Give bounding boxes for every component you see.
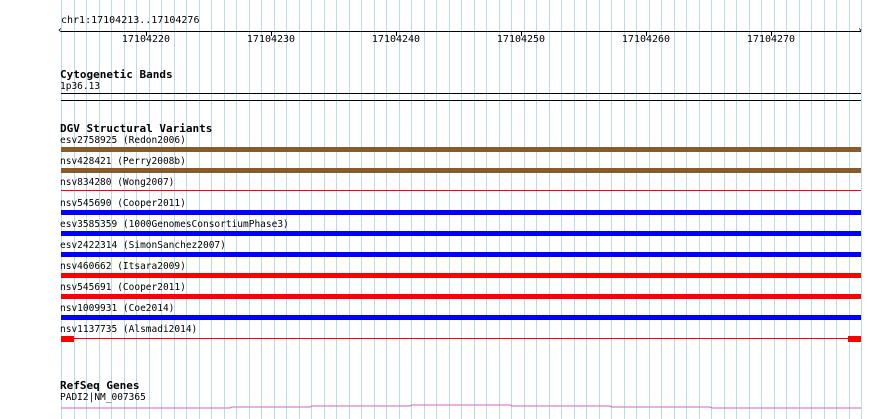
variant-bar[interactable] (61, 338, 861, 339)
variant-bar[interactable] (61, 252, 861, 257)
variant-bar[interactable] (61, 168, 861, 173)
track-title-refseq: RefSeq Genes (60, 379, 140, 392)
variant-bar[interactable] (61, 210, 861, 215)
track-title-cytobands: Cytogenetic Bands (60, 68, 173, 81)
variant-label: nsv545691 (Cooper2011) (60, 282, 186, 293)
variant-label: nsv428421 (Perry2008b) (60, 156, 186, 167)
location-label: chr1:17104213..17104276 (61, 15, 200, 26)
ruler-tick (771, 31, 772, 36)
ruler-tick (396, 31, 397, 36)
variant-label: nsv834280 (Wong2007) (60, 177, 175, 188)
gene-model[interactable] (0, 400, 890, 412)
ruler-tick (146, 31, 147, 36)
variant-bar[interactable] (61, 147, 861, 152)
cytoband-bar-top[interactable] (61, 93, 861, 94)
track-title-dgv: DGV Structural Variants (60, 122, 213, 135)
variant-bar[interactable] (61, 294, 861, 299)
variant-label: esv3585359 (1000GenomesConsortiumPhase3) (60, 219, 289, 230)
cytoband-bar-bottom[interactable] (61, 100, 861, 101)
variant-bar[interactable] (61, 190, 861, 191)
ruler-axis (61, 31, 861, 32)
ruler-right-arrow-icon: › (857, 25, 864, 36)
variant-bar[interactable] (61, 273, 861, 278)
ruler-tick-label: 17104230 (246, 34, 296, 45)
ruler-left-arrow-icon: ‹ (57, 25, 64, 36)
variant-block-left[interactable] (61, 336, 74, 342)
variant-label: esv2758925 (Redon2006) (60, 135, 186, 146)
variant-bar[interactable] (61, 231, 861, 236)
gene-line[interactable] (61, 404, 861, 409)
ruler-tick-label: 17104240 (371, 34, 421, 45)
ruler-tick (271, 31, 272, 36)
variant-label: nsv1137735 (Alsmadi2014) (60, 324, 198, 335)
variant-label: nsv460662 (Itsara2009) (60, 261, 186, 272)
ruler-tick-label: 17104260 (621, 34, 671, 45)
ruler-tick-label: 17104270 (746, 34, 796, 45)
gene-label: PADI2|NM_007365 (60, 392, 146, 403)
cytoband-label: 1p36.13 (60, 81, 101, 92)
ruler-tick (646, 31, 647, 36)
variant-label: esv2422314 (SimonSanchez2007) (60, 240, 226, 251)
ruler-tick (521, 31, 522, 36)
variant-bar[interactable] (61, 315, 861, 320)
variant-block-right[interactable] (848, 336, 861, 342)
variant-label: nsv545690 (Cooper2011) (60, 198, 186, 209)
ruler-tick-label: 17104250 (496, 34, 546, 45)
ruler-tick-label: 17104220 (121, 34, 171, 45)
variant-label: nsv1009931 (Coe2014) (60, 303, 175, 314)
